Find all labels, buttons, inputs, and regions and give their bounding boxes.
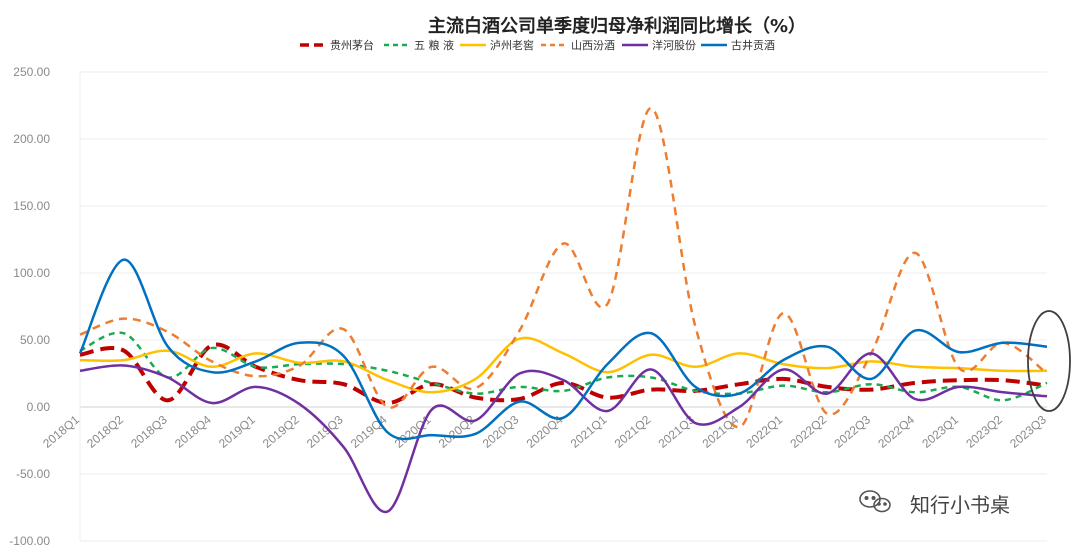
highlight-ellipse: [1027, 310, 1071, 412]
series-line-4: [79, 106, 1048, 429]
y-tick-label: 150.00: [13, 199, 50, 213]
wechat-icon: [859, 490, 891, 513]
y-tick-label: -50.00: [16, 467, 50, 481]
legend: 贵州茅台 五 粮 液 泸州老窖 山西汾酒 洋河股份 古井贡酒: [300, 38, 775, 52]
chart-title: 主流白酒公司单季度归母净利润同比增长（%）: [428, 15, 806, 37]
y-tick-label: 100.00: [13, 266, 50, 280]
legend-label: 五 粮 液: [414, 38, 454, 52]
legend-label: 山西汾酒: [571, 39, 615, 52]
watermark: 知行小书桌: [859, 490, 1010, 517]
gridlines: [79, 71, 1047, 542]
legend-label: 洋河股份: [652, 38, 696, 52]
y-tick-label: 0.00: [27, 400, 51, 414]
legend-label: 贵州茅台: [330, 38, 374, 52]
series-line-6: [78, 258, 1048, 441]
legend-label: 泸州老窖: [490, 38, 534, 52]
y-tick-label: -100.00: [9, 534, 50, 548]
y-tick-label: 200.00: [13, 132, 50, 146]
y-tick-label: 250.00: [13, 65, 50, 79]
y-axis-labels: 250.00 200.00 150.00 100.00 50.00 0.00 -50.00 -…: [9, 65, 50, 548]
watermark-text: 知行小书桌: [910, 493, 1010, 517]
y-tick-label: 50.00: [20, 333, 50, 347]
series-lines: [78, 106, 1048, 513]
series-line-5: [79, 352, 1048, 513]
legend-label: 古井贡酒: [731, 38, 775, 52]
series-line-1: [79, 342, 1048, 405]
